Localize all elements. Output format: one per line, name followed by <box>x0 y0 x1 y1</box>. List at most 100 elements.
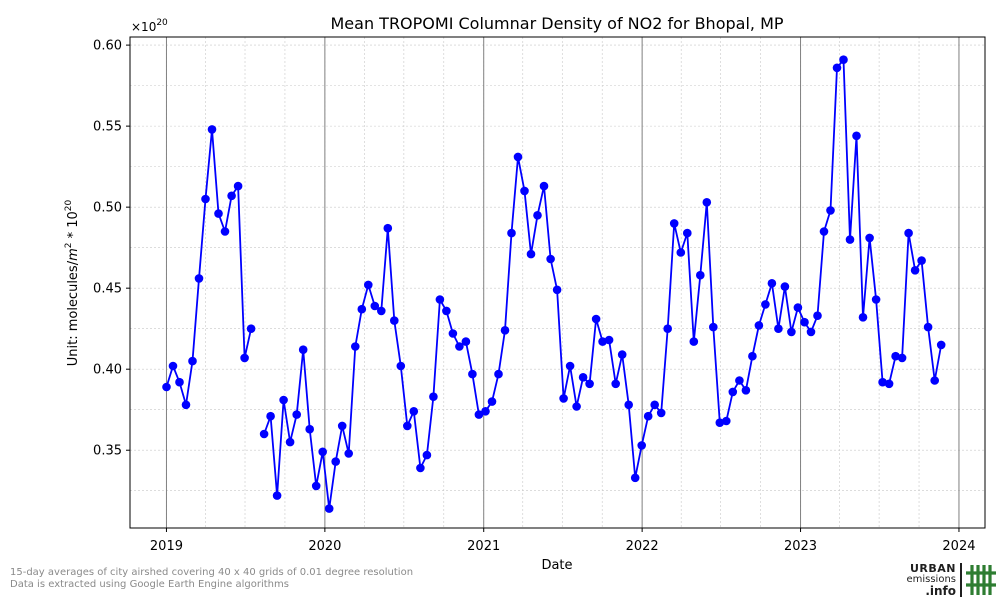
data-point <box>559 394 568 403</box>
data-point <box>735 376 744 385</box>
year-lines <box>165 37 960 528</box>
data-point <box>565 361 575 371</box>
data-point <box>175 377 184 387</box>
data-point <box>533 211 542 220</box>
data-point <box>858 313 868 322</box>
data-point <box>819 227 829 236</box>
data-point <box>246 324 256 334</box>
data-point <box>272 491 282 500</box>
data-point <box>377 306 386 316</box>
x-tick-label: 2023 <box>784 539 817 554</box>
data-point <box>481 407 490 416</box>
data-point <box>331 457 341 466</box>
y-axis-offset-base: ×10 <box>131 20 156 34</box>
data-point <box>774 324 783 334</box>
data-point <box>656 408 666 418</box>
data-point <box>767 279 777 288</box>
data-point <box>351 342 360 351</box>
data-point <box>923 322 933 332</box>
data-point <box>396 361 406 371</box>
data-point <box>357 304 367 314</box>
data-point <box>624 400 633 410</box>
data-point <box>285 437 295 447</box>
data-point <box>891 351 900 361</box>
y-axis-label-sup2: 20 <box>64 199 74 211</box>
y-tick-label: 0.55 <box>93 120 122 135</box>
y-axis-label-prefix: Unit: molecules/ <box>66 260 81 366</box>
data-point <box>669 219 679 228</box>
data-point <box>643 411 653 421</box>
data-point <box>917 256 926 265</box>
data-point <box>292 410 302 419</box>
data-point <box>500 326 510 335</box>
data-point <box>793 303 803 312</box>
data-point <box>780 282 790 291</box>
data-point <box>305 424 315 434</box>
x-tick-label: 2024 <box>942 539 975 554</box>
data-point <box>201 194 210 204</box>
plot-frame <box>129 36 986 529</box>
data-point <box>787 327 796 337</box>
data-point <box>748 351 757 361</box>
data-point <box>806 327 816 337</box>
data-point <box>442 306 451 316</box>
data-point <box>468 369 477 379</box>
data-point <box>663 324 672 334</box>
data-point <box>168 361 178 371</box>
data-point <box>344 449 354 458</box>
data-point <box>194 274 204 283</box>
x-tick-label: 2022 <box>626 539 659 554</box>
data-point <box>897 353 907 363</box>
data-point <box>845 235 855 244</box>
data-point <box>207 125 217 134</box>
data-point <box>552 285 562 295</box>
data-point <box>930 376 939 385</box>
data-point <box>689 337 699 346</box>
data-point <box>181 400 191 410</box>
logo-line-2: emissions <box>906 574 956 585</box>
hash-grid-icon <box>960 563 996 597</box>
data-point <box>383 223 393 233</box>
data-point <box>839 55 848 64</box>
data-point <box>546 254 555 264</box>
data-point <box>526 249 536 259</box>
footnote-source: Data is extracted using Google Earth Eng… <box>10 579 289 590</box>
data-point <box>214 209 223 218</box>
y-axis-offset-label: ×1020 <box>131 18 168 34</box>
data-point <box>435 295 445 304</box>
logo-line-3: .info <box>925 584 956 598</box>
grid-lines <box>130 37 985 528</box>
data-point <box>337 421 347 431</box>
data-point <box>585 379 594 389</box>
data-point <box>826 206 835 215</box>
data-point <box>800 317 809 327</box>
data-point <box>741 386 751 395</box>
data-point <box>865 233 874 243</box>
x-tick-label: 2020 <box>308 539 341 554</box>
data-point <box>188 356 197 366</box>
y-ticks: 0.35 0.40 0.45 0.50 0.55 0.60 <box>93 39 130 459</box>
data-point <box>676 248 686 257</box>
data-point <box>539 181 549 191</box>
data-point <box>611 379 620 389</box>
data-point <box>936 340 946 350</box>
x-tick-label: 2021 <box>467 539 500 554</box>
data-point <box>455 342 464 351</box>
y-tick-label: 0.35 <box>93 444 122 459</box>
data-points <box>162 55 946 513</box>
series-segment <box>165 128 252 406</box>
data-point <box>637 441 646 450</box>
data-point <box>591 314 601 324</box>
data-point <box>728 387 738 397</box>
y-axis-label-sup: 2 <box>64 243 74 249</box>
chart-title: Mean TROPOMI Columnar Density of NO2 for… <box>330 14 783 33</box>
y-tick-label: 0.60 <box>93 39 122 54</box>
data-point <box>227 191 236 201</box>
y-axis-label-mid: * 10 <box>66 211 81 242</box>
data-point <box>390 316 399 325</box>
urban-emissions-logo: URBAN emissions .info <box>898 562 998 598</box>
data-point <box>233 181 243 191</box>
data-point <box>259 429 269 439</box>
data-point <box>162 382 171 392</box>
